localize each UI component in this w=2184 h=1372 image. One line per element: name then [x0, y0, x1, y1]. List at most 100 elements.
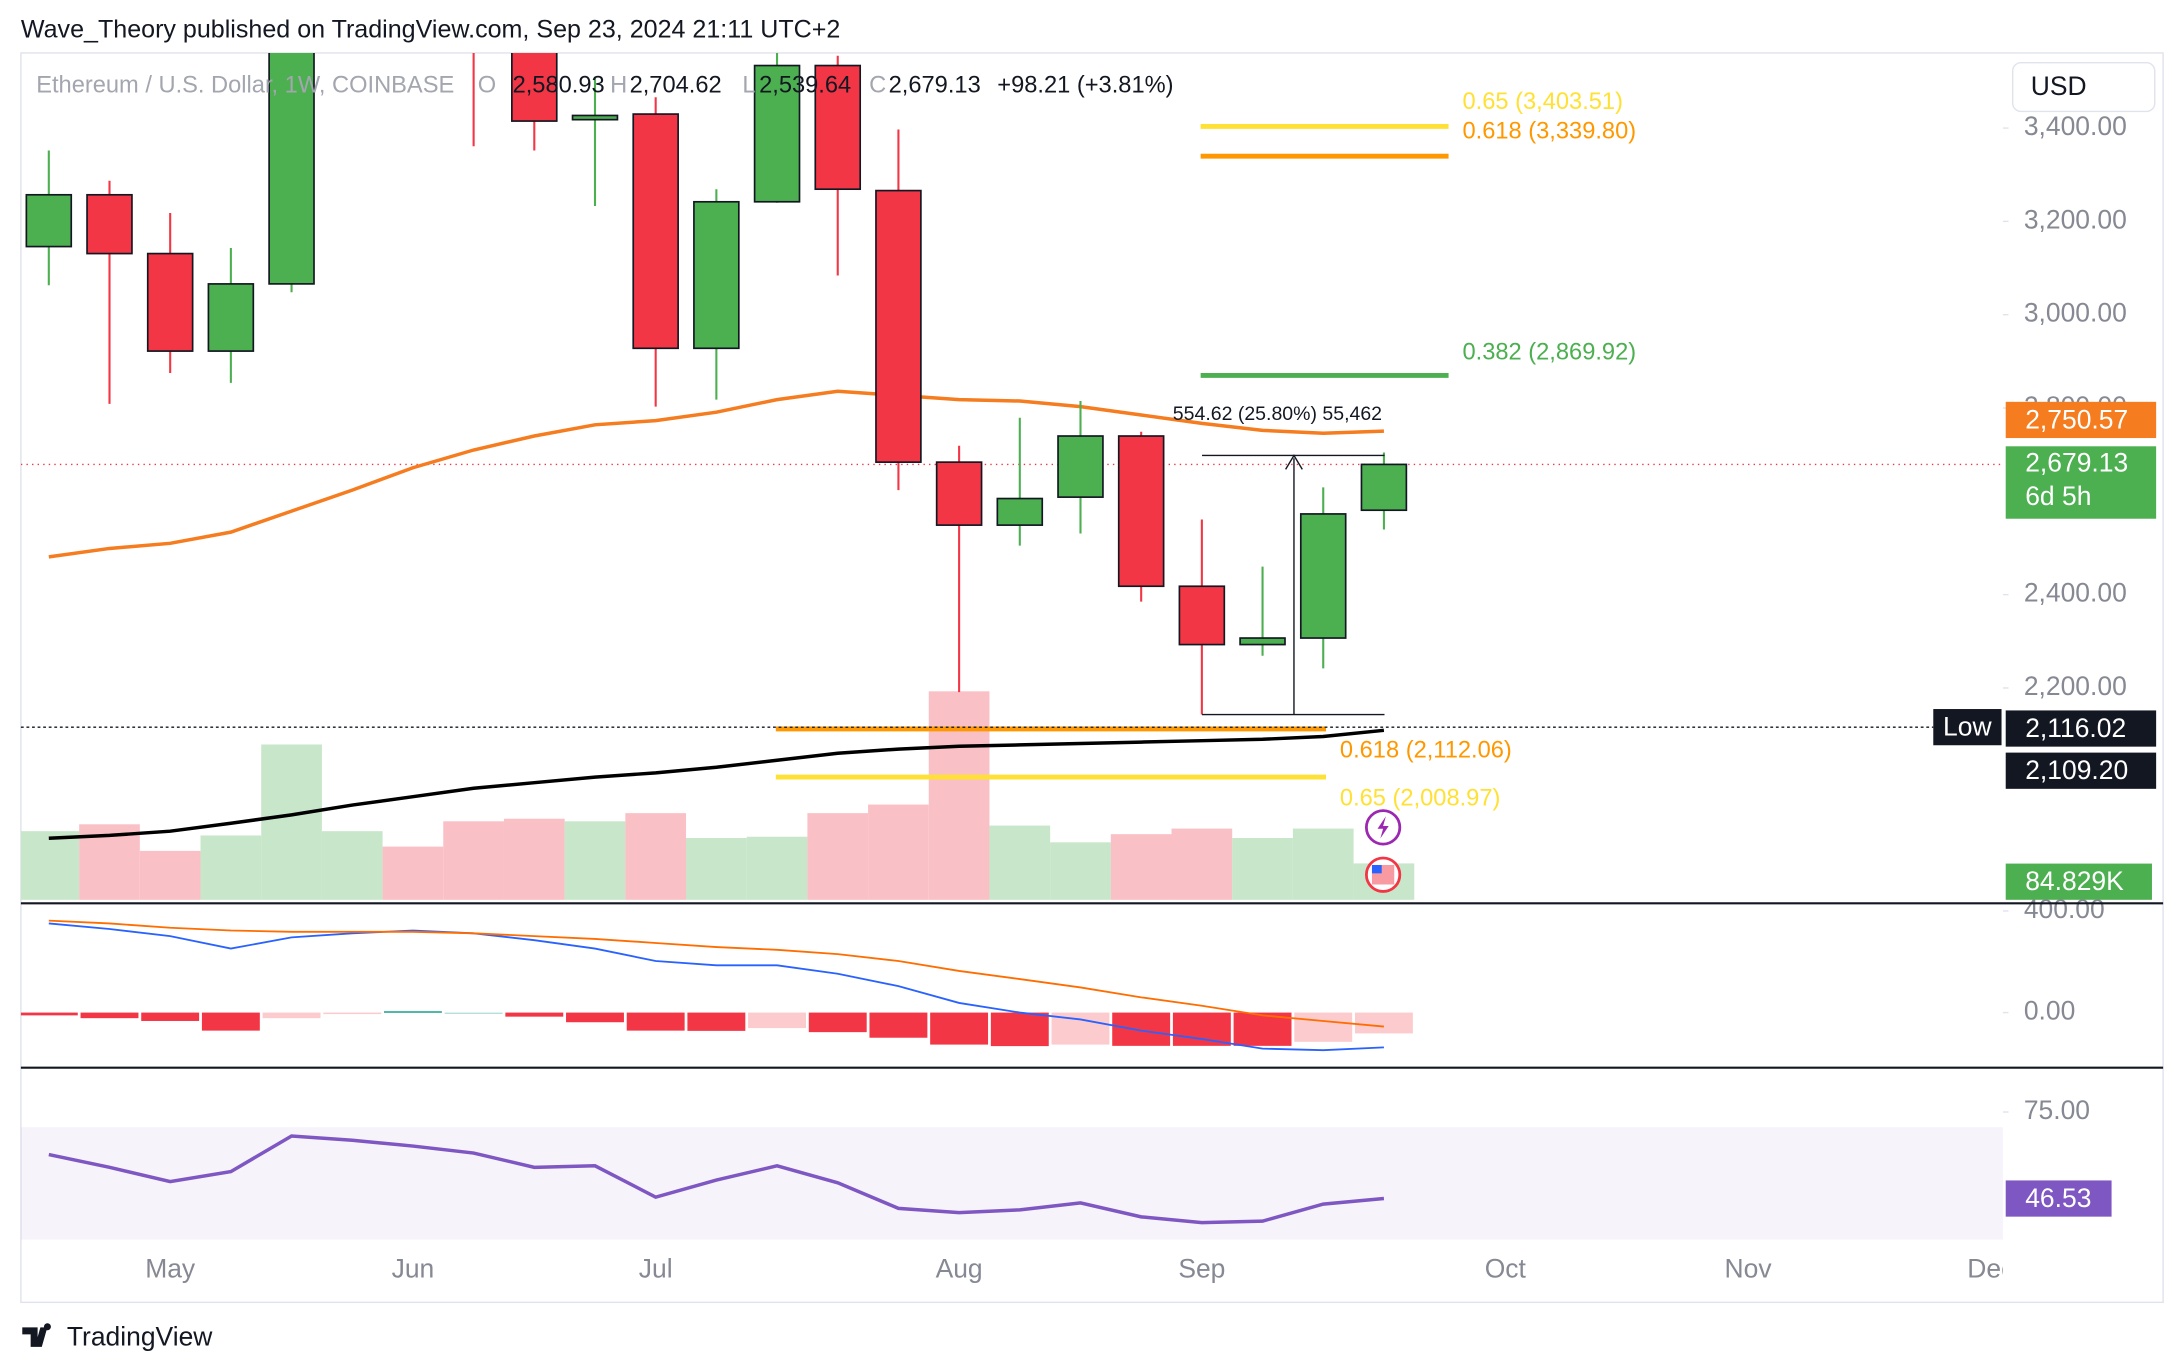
- ma-price-label-box: [2005, 401, 2157, 439]
- candle-body: [875, 189, 922, 463]
- y-tick-label: 75.00: [2024, 1095, 2090, 1125]
- rsi-label-box: [2005, 1180, 2112, 1217]
- macd-histogram-bar: [1112, 1012, 1171, 1046]
- last-price-label: 2,679.13: [2025, 447, 2128, 477]
- volume-bar: [1050, 842, 1111, 900]
- volume-bar: [321, 831, 383, 900]
- event-icons: [1365, 809, 1402, 893]
- macd-histogram-bar: [566, 1012, 624, 1023]
- x-tick-label: Oct: [1485, 1253, 1527, 1283]
- volume-bar: [503, 818, 565, 900]
- fib-label: 0.382 (2,869.92): [1462, 339, 1636, 365]
- ohlc-value: 2,679.13: [889, 73, 981, 99]
- macd-histogram-bar: [808, 1012, 867, 1033]
- y-tick-label: 2,400.00: [2024, 578, 2127, 608]
- overlay: 3,400.003,200.003,000.002,800.002,400.00…: [20, 89, 2157, 1217]
- volume-label: 84.829K: [2025, 866, 2124, 896]
- volume-bar: [625, 813, 687, 900]
- candle-body: [571, 114, 619, 121]
- volume-bar: [807, 813, 869, 900]
- macd-histogram-bar: [201, 1012, 260, 1031]
- volume-bar: [928, 691, 990, 900]
- macd-histogram-bar: [626, 1012, 685, 1031]
- volume-label-box: [2005, 863, 2152, 900]
- fib-label: 0.65 (3,403.51): [1462, 89, 1622, 115]
- volume-bar: [1292, 828, 1354, 900]
- rsi-label: 46.53: [2025, 1183, 2091, 1213]
- volume-bar: [139, 850, 201, 900]
- candle-body: [1239, 637, 1286, 646]
- ma-price-label-box: [2005, 752, 2157, 789]
- y-tick-label: 3,400.00: [2024, 111, 2127, 141]
- macd-histogram-bar: [990, 1012, 1049, 1047]
- volume-bar: [989, 825, 1051, 900]
- y-tick-label: 3,000.00: [2024, 298, 2127, 328]
- footer-logo: [22, 1323, 51, 1347]
- candle-body: [207, 283, 255, 352]
- candle-body: [1057, 435, 1104, 498]
- y-tick-label: 3,200.00: [2024, 204, 2127, 234]
- ma-line: [48, 728, 1385, 840]
- ohlc-name: O: [478, 73, 496, 99]
- macd-histogram-bar: [505, 1012, 564, 1017]
- volume-bar: [20, 831, 80, 900]
- macd-histogram-bar: [930, 1012, 989, 1045]
- change: +98.21 (+3.81%): [997, 73, 1173, 99]
- volume-bar: [443, 821, 504, 900]
- rsi-line: [48, 1134, 1385, 1225]
- x-tick-label: Dec: [1967, 1253, 2014, 1283]
- candle-body: [693, 200, 740, 350]
- price-pane: [20, 52, 2003, 900]
- ma-price-label: 2,750.57: [2025, 404, 2128, 434]
- time-axis: May Jun Jul Aug Sep Oct Nov Dec: [145, 1253, 2014, 1283]
- y-tick-label: 2,200.00: [2024, 671, 2127, 701]
- x-tick-label: Nov: [1725, 1253, 1773, 1283]
- candle-body: [753, 64, 801, 203]
- candle-body: [25, 193, 73, 248]
- measure-arrowhead: [1285, 454, 1303, 470]
- footer: TradingView: [67, 1322, 213, 1352]
- x-tick-label: May: [145, 1253, 196, 1283]
- fib-label: 0.618 (2,112.06): [1340, 738, 1512, 764]
- header: Wave_Theory published on TradingView.com…: [21, 15, 840, 43]
- signal-line: [48, 919, 1385, 1028]
- candle-body: [1178, 585, 1226, 646]
- candle-body: [511, 52, 558, 122]
- last-price-box: [2005, 446, 2157, 519]
- macd-histogram-bar: [20, 1012, 78, 1016]
- volume-bar: [746, 836, 808, 900]
- x-tick-label: Sep: [1178, 1253, 1225, 1283]
- x-tick-label: Jun: [392, 1253, 435, 1283]
- ohlc-value: 2,539.64: [759, 73, 851, 99]
- currency-button[interactable]: [2011, 61, 2156, 113]
- low-name: Low: [1943, 712, 1992, 742]
- currency[interactable]: USD: [2031, 71, 2087, 101]
- low-label-box: [2005, 710, 2157, 747]
- fib-label: 0.65 (2,008.97): [1340, 786, 1500, 812]
- macd-histogram-bar: [1354, 1012, 1413, 1034]
- rsi-pane: [20, 1127, 2003, 1240]
- volume-bar: [1171, 828, 1233, 900]
- volume-bar: [200, 835, 262, 900]
- measure-label: 554.62 (25.80%) 55,462: [1173, 403, 1382, 425]
- candle-body: [632, 113, 679, 350]
- macd-histogram-bar: [141, 1012, 200, 1021]
- volume-bar: [868, 804, 929, 900]
- candle-body: [1117, 435, 1165, 588]
- legend: Ethereum / U.S. Dollar, 1W, COINBASE O 2…: [36, 73, 1173, 99]
- ohlc-name: L: [742, 73, 755, 99]
- macd-histogram-bar: [80, 1012, 139, 1019]
- ohlc-value: 2,580.93: [513, 73, 605, 99]
- macd-histogram-bar: [262, 1012, 321, 1019]
- candle-body: [146, 252, 194, 352]
- volume-bar: [1232, 838, 1293, 900]
- fib-label: 0.618 (3,339.80): [1462, 119, 1636, 145]
- rsi-band: [20, 1127, 2003, 1240]
- y-tick-label: 400.00: [2024, 894, 2105, 924]
- macd-histogram-bar: [1294, 1012, 1353, 1042]
- macd-histogram-bar: [1172, 1012, 1231, 1046]
- low-label: 2,116.02: [2025, 713, 2126, 743]
- macd-histogram-bar: [1233, 1012, 1292, 1046]
- macd-histogram-bar: [444, 1012, 503, 1014]
